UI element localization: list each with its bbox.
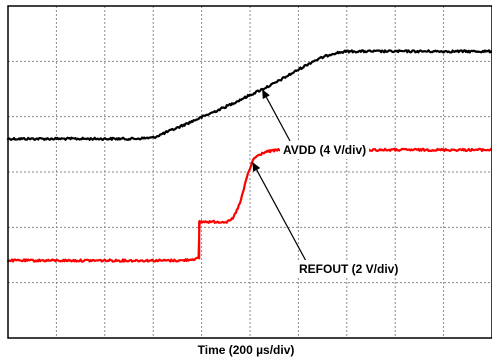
avdd-annotation-background (280, 141, 370, 159)
refout-arrow-head (252, 161, 261, 172)
plot-frame (7, 5, 492, 339)
avdd-annotation-label: AVDD (4 V/div) (283, 143, 366, 157)
refout-annotation-background (296, 260, 402, 278)
grid (8, 6, 492, 338)
annotations: AVDD (4 V/div) REFOUT (2 V/div) (252, 89, 402, 278)
refout-trace (6, 147, 492, 263)
avdd-arrow-head (262, 89, 270, 100)
avdd-trace (6, 49, 492, 141)
x-axis-title: Time (200 µs/div) (197, 343, 295, 357)
traces (6, 49, 492, 263)
avdd-arrow-line (265, 96, 291, 142)
refout-annotation-label: REFOUT (2 V/div) (299, 262, 398, 276)
refout-arrow-line (256, 169, 307, 262)
